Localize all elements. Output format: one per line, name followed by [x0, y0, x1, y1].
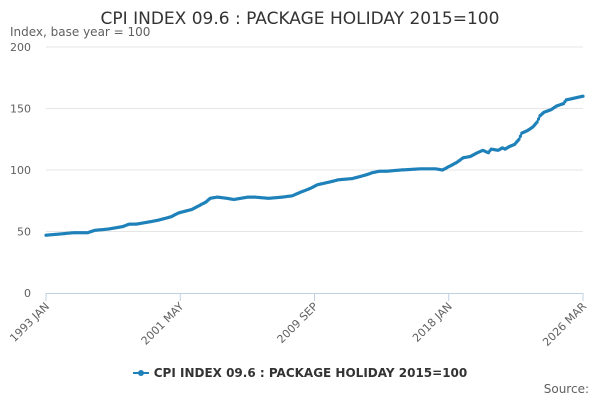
x-tick-label: 2009 SEP	[275, 300, 321, 346]
series-line[interactable]	[45, 95, 584, 237]
series-group	[44, 94, 585, 237]
legend-label: CPI INDEX 09.6 : PACKAGE HOLIDAY 2015=10…	[153, 366, 468, 380]
source-label: Source:	[543, 382, 589, 396]
data-point[interactable]	[535, 120, 539, 124]
x-tick-label: 2026 MAR	[540, 300, 589, 349]
y-tick-label: 100	[10, 164, 31, 177]
y-tick-label: 150	[10, 103, 31, 116]
legend-line-icon	[132, 368, 149, 378]
data-point[interactable]	[518, 134, 523, 138]
y-tick-labels: 0 50 100 150 200	[10, 41, 31, 300]
y-tick-label: 50	[17, 226, 31, 239]
legend[interactable]: CPI INDEX 09.6 : PACKAGE HOLIDAY 2015=10…	[0, 366, 600, 380]
x-tick-label: 1993 JAN	[7, 300, 52, 345]
y-tick-label: 0	[24, 287, 31, 300]
y-axis-label: Index, base year = 100	[10, 25, 151, 39]
x-tick-label: 2001 MAY	[139, 300, 187, 348]
data-point[interactable]	[517, 137, 521, 141]
grid-lines	[46, 46, 583, 232]
data-point[interactable]	[536, 117, 541, 121]
x-tick-label: 2018 JAN	[410, 300, 455, 345]
x-axis: 1993 JAN 2001 MAY 2009 SEP 2018 JAN 2026 MAR	[7, 293, 589, 349]
chart-title: CPI INDEX 09.6 : PACKAGE HOLIDAY 2015=10…	[100, 9, 500, 29]
data-point[interactable]	[581, 94, 585, 98]
y-tick-label: 200	[10, 41, 31, 54]
